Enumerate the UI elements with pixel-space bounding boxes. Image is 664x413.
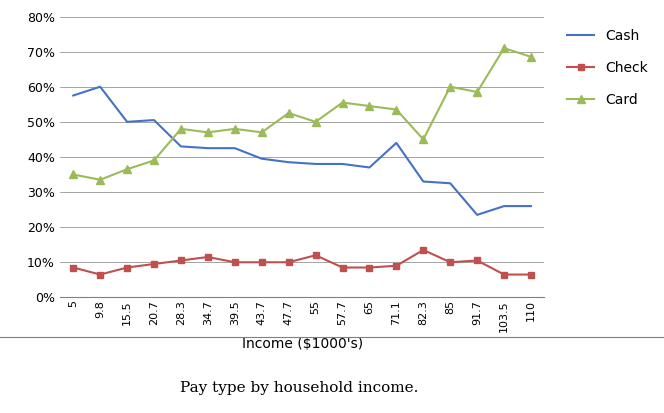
Card bbox=[204, 130, 212, 135]
Cash bbox=[285, 160, 293, 165]
Check bbox=[473, 258, 481, 263]
Line: Cash: Cash bbox=[73, 87, 531, 215]
Check bbox=[231, 260, 239, 265]
Card bbox=[150, 158, 158, 163]
Check bbox=[392, 263, 400, 268]
Card bbox=[231, 126, 239, 131]
Card bbox=[420, 137, 428, 142]
Card bbox=[311, 119, 319, 124]
Cash bbox=[392, 140, 400, 145]
Cash bbox=[339, 161, 347, 166]
Check bbox=[177, 258, 185, 263]
Line: Check: Check bbox=[70, 247, 534, 278]
Card bbox=[285, 111, 293, 116]
Card bbox=[258, 130, 266, 135]
Card bbox=[392, 107, 400, 112]
Check bbox=[527, 272, 535, 277]
Cash bbox=[527, 204, 535, 209]
Cash bbox=[204, 146, 212, 151]
Card bbox=[339, 100, 347, 105]
Cash bbox=[365, 165, 373, 170]
Check bbox=[420, 247, 428, 252]
Cash bbox=[96, 84, 104, 89]
Cash bbox=[177, 144, 185, 149]
Check bbox=[258, 260, 266, 265]
Check bbox=[285, 260, 293, 265]
Legend: Cash, Check, Card: Cash, Check, Card bbox=[561, 24, 654, 113]
Cash bbox=[123, 119, 131, 124]
Check bbox=[69, 265, 77, 270]
Check bbox=[150, 261, 158, 266]
Check bbox=[339, 265, 347, 270]
Cash bbox=[420, 179, 428, 184]
Line: Card: Card bbox=[70, 44, 535, 183]
Card bbox=[96, 177, 104, 182]
Cash bbox=[258, 156, 266, 161]
Check bbox=[311, 253, 319, 258]
Check bbox=[96, 272, 104, 277]
Card bbox=[500, 45, 508, 50]
X-axis label: Income ($1000's): Income ($1000's) bbox=[242, 337, 363, 351]
Cash bbox=[311, 161, 319, 166]
Card bbox=[123, 167, 131, 172]
Card bbox=[446, 84, 454, 89]
Card bbox=[527, 55, 535, 59]
Cash bbox=[231, 146, 239, 151]
Cash bbox=[69, 93, 77, 98]
Text: Pay type by household income.: Pay type by household income. bbox=[180, 381, 418, 395]
Cash bbox=[446, 181, 454, 186]
Card bbox=[177, 126, 185, 131]
Cash bbox=[150, 118, 158, 123]
Card bbox=[365, 104, 373, 109]
Check bbox=[204, 254, 212, 259]
Check bbox=[123, 265, 131, 270]
Check bbox=[500, 272, 508, 277]
Cash bbox=[500, 204, 508, 209]
Check bbox=[365, 265, 373, 270]
Cash bbox=[473, 212, 481, 217]
Card bbox=[69, 172, 77, 177]
Check bbox=[446, 260, 454, 265]
Card bbox=[473, 90, 481, 95]
